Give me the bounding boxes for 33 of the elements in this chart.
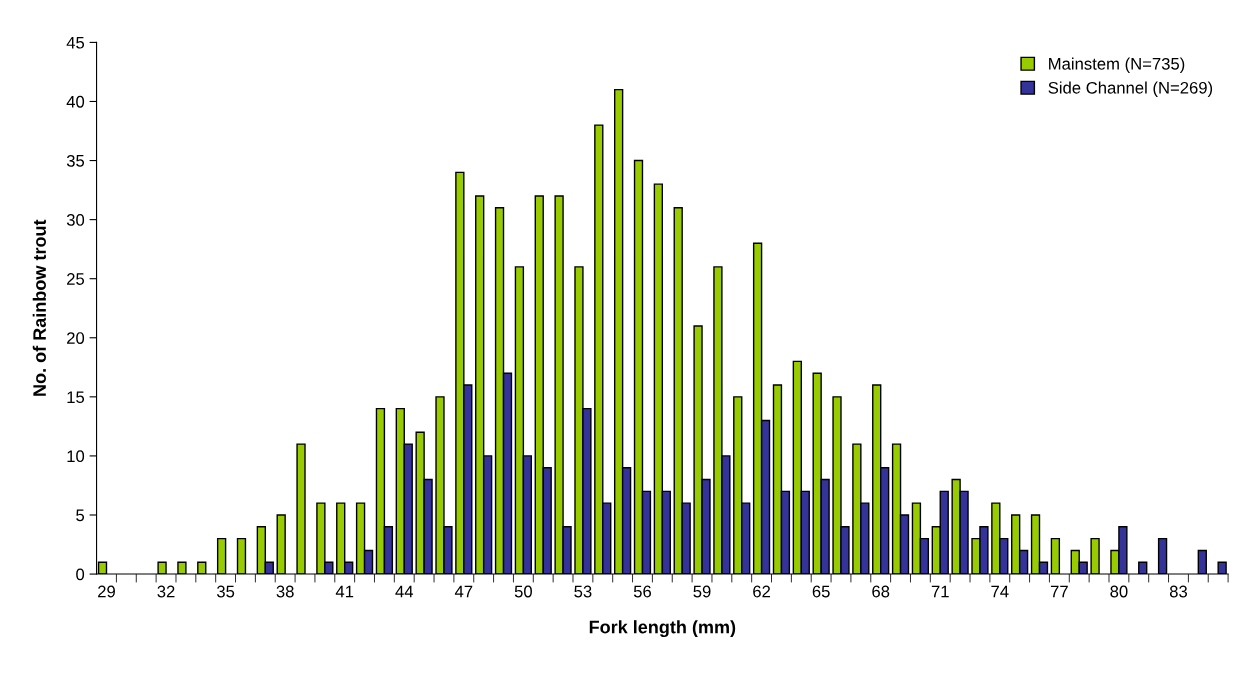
x-tick-label: 62 <box>753 585 771 598</box>
x-tick-label: 83 <box>1169 585 1187 598</box>
y-tick-label: 45 <box>66 36 85 49</box>
y-tick-label: 25 <box>67 273 85 285</box>
y-tick-label: 0 <box>76 568 85 581</box>
y-tick-label: 20 <box>67 332 85 344</box>
x-tick-label: 35 <box>216 585 235 598</box>
x-tick-label: 29 <box>98 585 115 598</box>
x-axis-title: Fork length (mm) <box>589 620 736 638</box>
x-tick-label: 41 <box>335 585 354 598</box>
legend-label: Mainstem (N=735) <box>1049 57 1185 74</box>
y-tick-label: 40 <box>66 95 85 108</box>
x-tick-label: 80 <box>1110 585 1128 598</box>
x-tick-label: 38 <box>276 585 294 598</box>
x-tick-label: 44 <box>395 585 414 598</box>
y-axis-title: No. of Rainbow trout <box>32 219 46 396</box>
x-tick-label: 56 <box>633 585 652 598</box>
x-tick-label: 59 <box>693 585 711 598</box>
x-tick-label: 53 <box>574 585 592 598</box>
x-tick-label: 32 <box>157 585 175 598</box>
y-tick-label: 35 <box>66 154 85 167</box>
x-tick-label: 77 <box>1050 585 1068 598</box>
x-tick-label: 68 <box>872 585 890 598</box>
y-tick-label: 15 <box>67 391 85 404</box>
x-tick-label: 50 <box>514 585 532 598</box>
x-tick-label: 74 <box>991 585 1009 598</box>
legend-label: Side Channel (N=269) <box>1048 81 1213 97</box>
x-tick-label: 71 <box>931 585 949 598</box>
y-tick-label: 10 <box>67 450 85 463</box>
y-tick-label: 5 <box>76 509 85 522</box>
x-tick-label: 47 <box>454 585 473 598</box>
y-tick-label: 30 <box>66 214 85 226</box>
x-tick-label: 65 <box>812 585 830 598</box>
